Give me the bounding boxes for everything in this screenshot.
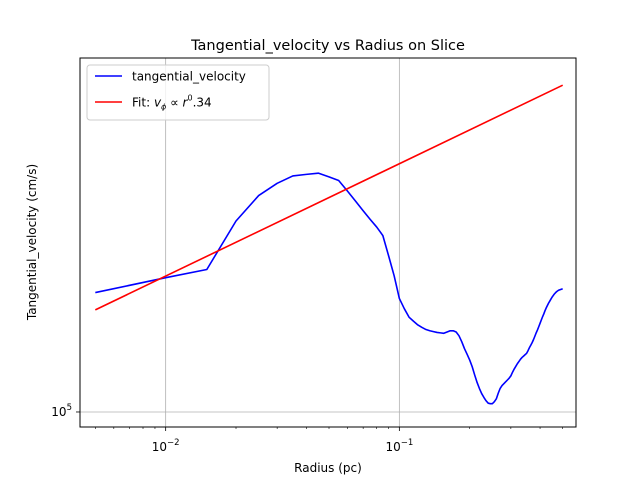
legend-fit-sub: ϕ — [161, 103, 167, 112]
y-axis-label: Tangential_velocity (cm/s) — [25, 164, 39, 321]
x-tick-label: 10−2 — [152, 438, 180, 454]
plot-frame — [79, 57, 577, 428]
legend-fit-v: v — [154, 96, 162, 110]
legend-box — [86, 64, 270, 121]
y-axis-ticks: 105 — [51, 403, 80, 419]
x-axis-ticks: 10−2 10−1 — [95, 427, 564, 454]
series-line-tangential-velocity — [95, 172, 563, 405]
legend-fit-tail: .34 — [193, 96, 212, 110]
series-line-fit — [94, 84, 564, 311]
x-tick-label: 10−1 — [385, 438, 413, 454]
legend-label-fit: Fit: vϕ ∝ r0.34 — [132, 94, 212, 112]
series-layer — [94, 84, 564, 405]
legend-fit-r: r — [183, 96, 189, 110]
legend-fit-prefix: Fit: — [132, 96, 154, 110]
y-tick-label: 105 — [51, 403, 72, 419]
legend-fit-sup: 0 — [187, 94, 192, 103]
chart-title: Tangential_velocity vs Radius on Slice — [190, 38, 465, 54]
plot-area — [79, 57, 577, 428]
legend-label-tangential-velocity: tangential_velocity — [132, 70, 246, 84]
x-axis-label: Radius (pc) — [294, 461, 362, 475]
legend-fit-prop: ∝ — [166, 96, 182, 110]
legend: tangential_velocity Fit: vϕ ∝ r0.34 — [86, 64, 270, 121]
